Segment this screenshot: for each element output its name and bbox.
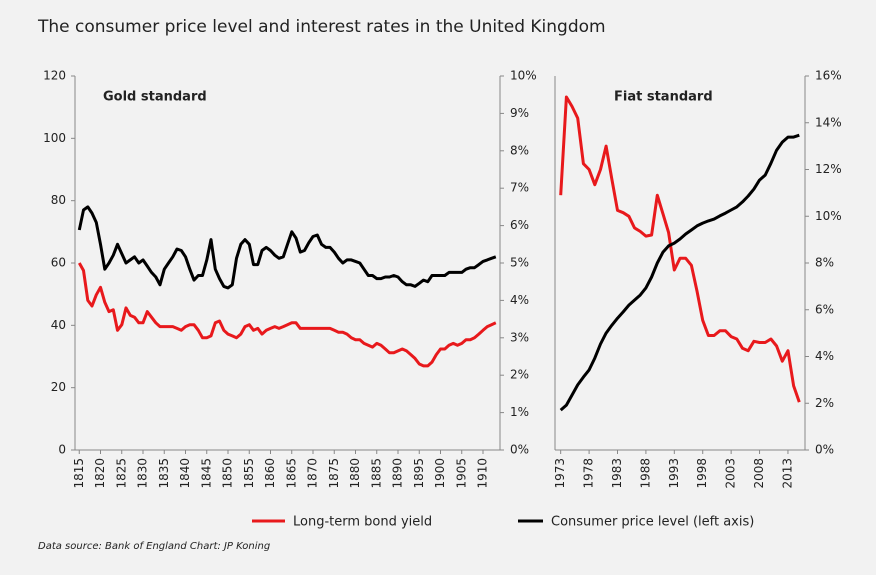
y2-tick-label: 6% [510, 218, 529, 232]
y-tick-label: 60 [51, 256, 66, 270]
y2-tick-label: 5% [510, 256, 529, 270]
y-tick-label: 20 [51, 380, 66, 394]
y-tick-label: 0 [58, 443, 66, 457]
y2-tick-label: 2% [815, 396, 834, 410]
x-tick-label: 1885 [369, 458, 383, 489]
chart-title: The consumer price level and interest ra… [37, 17, 606, 37]
x-tick-label: 1865 [284, 458, 298, 489]
y2-tick-label: 10% [510, 69, 537, 83]
x-tick-label: 1850 [221, 458, 235, 489]
x-tick-label: 2003 [724, 458, 738, 489]
data-line [77, 205, 497, 290]
x-tick-label: 1993 [667, 458, 681, 489]
panel-title: Gold standard [103, 90, 207, 105]
x-tick-label: 1895 [412, 458, 426, 489]
x-tick-label: 1820 [93, 458, 107, 489]
x-tick-label: 2013 [780, 458, 794, 489]
x-tick-label: 1910 [476, 458, 490, 489]
x-tick-label: 1860 [263, 458, 277, 489]
y-tick-label: 100 [43, 131, 66, 145]
x-tick-label: 1815 [72, 458, 86, 489]
x-tick-label: 1835 [157, 458, 171, 489]
y2-tick-label: 9% [510, 106, 529, 120]
y2-tick-label: 6% [815, 302, 834, 316]
y2-tick-label: 2% [510, 368, 529, 382]
x-tick-label: 1900 [433, 458, 447, 489]
y2-tick-label: 10% [815, 209, 842, 223]
x-tick-label: 1855 [242, 458, 256, 489]
y2-tick-label: 0% [510, 443, 529, 457]
y2-tick-label: 4% [815, 349, 834, 363]
data-line [77, 262, 497, 368]
x-tick-label: 1988 [638, 458, 652, 489]
y2-tick-label: 12% [815, 162, 842, 176]
x-tick-label: 1890 [391, 458, 405, 489]
x-tick-label: 2008 [752, 458, 766, 489]
y2-tick-label: 4% [510, 293, 529, 307]
x-tick-label: 1973 [553, 458, 567, 489]
x-tick-label: 1875 [327, 458, 341, 489]
legend-label: Long-term bond yield [293, 515, 432, 530]
y2-tick-label: 1% [510, 405, 529, 419]
x-tick-label: 1825 [114, 458, 128, 489]
x-tick-label: 1845 [199, 458, 213, 489]
source-note: Data source: Bank of England Chart: JP K… [38, 541, 270, 552]
y2-tick-label: 16% [815, 69, 842, 83]
y-tick-label: 120 [43, 69, 66, 83]
y2-tick-label: 8% [815, 256, 834, 270]
y2-tick-label: 0% [815, 443, 834, 457]
panel-title: Fiat standard [614, 90, 713, 105]
x-tick-label: 1870 [306, 458, 320, 489]
y2-tick-label: 14% [815, 115, 842, 129]
data-line [559, 95, 801, 403]
x-tick-label: 1998 [695, 458, 709, 489]
data-line [559, 133, 800, 412]
legend-label: Consumer price level (left axis) [551, 515, 754, 530]
y-tick-label: 80 [51, 193, 66, 207]
x-tick-label: 1830 [136, 458, 150, 489]
x-tick-label: 1880 [348, 458, 362, 489]
y-tick-label: 40 [51, 318, 66, 332]
y2-tick-label: 3% [510, 330, 529, 344]
x-tick-label: 1978 [582, 458, 596, 489]
y2-tick-label: 7% [510, 181, 529, 195]
x-tick-label: 1905 [454, 458, 468, 489]
x-tick-label: 1983 [610, 458, 624, 489]
x-tick-label: 1840 [178, 458, 192, 489]
y2-tick-label: 8% [510, 143, 529, 157]
